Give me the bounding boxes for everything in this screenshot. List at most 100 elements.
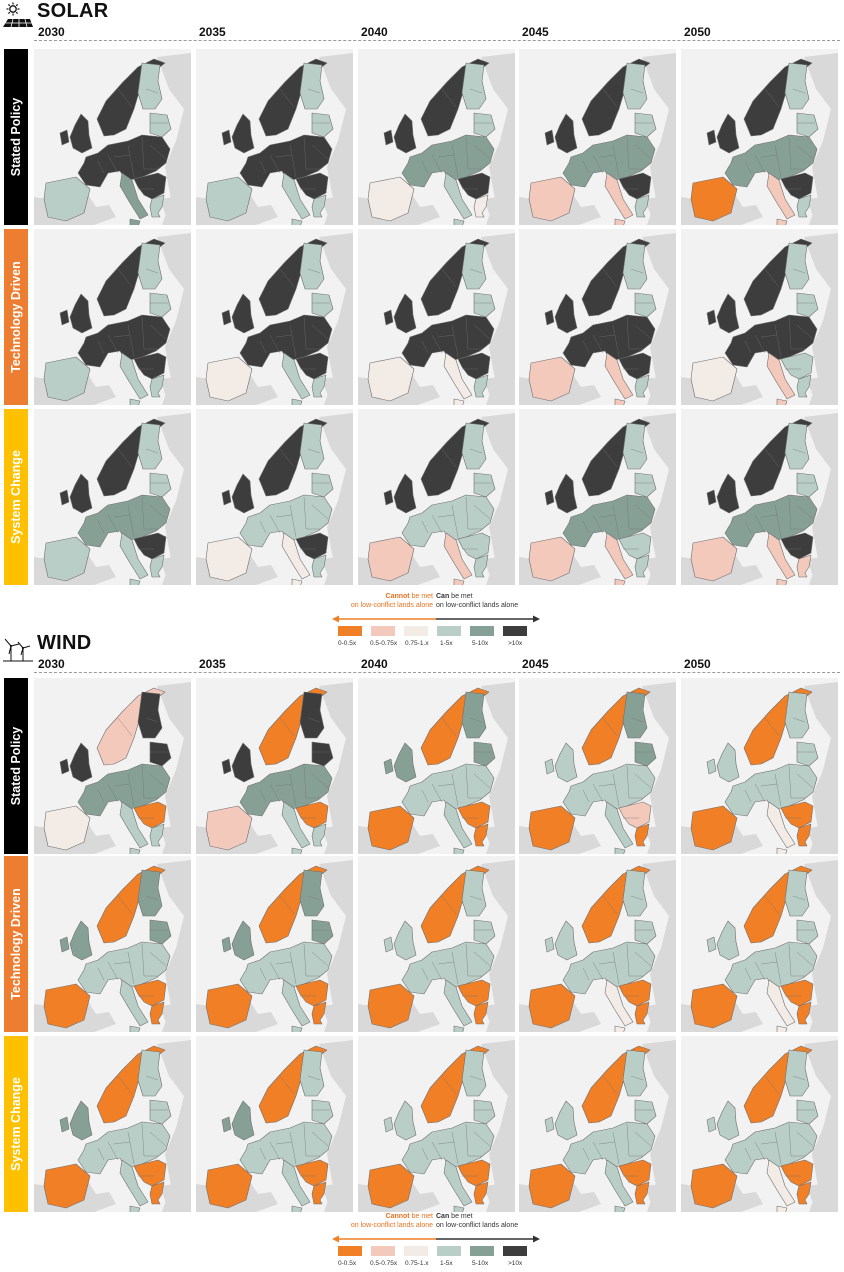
region-iberia: [367, 1163, 415, 1209]
country-border: [792, 88, 806, 94]
non-eu-landmass: [645, 555, 676, 579]
country-border: [145, 448, 159, 454]
non-eu-landmass: [160, 555, 191, 579]
country-border: [602, 717, 618, 737]
country-border: [451, 324, 459, 358]
scenario-label: System Change: [4, 409, 28, 585]
region-iberia: [690, 536, 738, 582]
non-eu-landmass: [642, 682, 676, 854]
non-eu-landmass: [484, 375, 515, 399]
country-border: [630, 717, 644, 723]
country-border: [592, 961, 604, 981]
non-eu-landmass: [484, 824, 515, 848]
region-greece: [311, 1181, 327, 1205]
country-border: [113, 783, 131, 787]
country-border: [630, 268, 644, 274]
country-border: [754, 961, 766, 981]
country-border: [592, 334, 604, 354]
non-eu-landmass: [322, 555, 353, 579]
region-greece: [634, 823, 650, 847]
year-label: 2040: [361, 25, 388, 39]
country-border: [465, 943, 469, 977]
country-border: [788, 943, 792, 977]
country-border: [289, 144, 297, 178]
country-border: [269, 154, 281, 174]
region-east: [784, 242, 819, 318]
region-brit: [706, 113, 740, 154]
region-balkans: [295, 532, 329, 560]
region-balkans: [780, 532, 814, 560]
year-label: 2035: [199, 657, 226, 671]
divider: [34, 40, 840, 41]
country-border: [602, 448, 618, 468]
country-border: [311, 324, 329, 340]
country-border: [774, 324, 782, 358]
year-label: 2030: [38, 657, 65, 671]
country-border: [602, 1075, 618, 1095]
region-iberia: [205, 356, 253, 402]
legend-label: 5-10x: [472, 640, 489, 647]
country-border: [113, 334, 131, 338]
country-border: [307, 1075, 321, 1081]
country-border: [598, 514, 616, 518]
legend-swatch: [338, 1246, 362, 1256]
region-east: [622, 242, 657, 318]
map-svg: [681, 229, 838, 405]
region-east: [299, 1049, 334, 1125]
region-brit: [544, 113, 578, 154]
section-title: SOLAR: [37, 0, 109, 22]
country-border: [117, 895, 133, 915]
region-greece: [796, 1001, 812, 1025]
country-border: [97, 340, 105, 354]
region-balkans: [295, 172, 329, 200]
non-eu-landmass: [322, 1002, 353, 1026]
region-iberia: [43, 983, 91, 1029]
country-border: [141, 765, 145, 799]
region-greece: [634, 194, 650, 218]
region-brit: [221, 473, 255, 514]
region-east: [137, 1049, 172, 1125]
region-italy: [443, 532, 473, 585]
legend-swatch: [338, 626, 362, 636]
region-brit: [59, 742, 93, 783]
region-greece: [149, 823, 165, 847]
region-core: [562, 763, 656, 817]
country-border: [269, 783, 281, 803]
region-balkans: [457, 801, 491, 829]
region-italy: [119, 801, 149, 854]
country-border: [612, 773, 620, 807]
region-greece: [473, 554, 489, 578]
country-border: [598, 154, 616, 158]
country-border: [127, 1131, 135, 1165]
country-border: [592, 154, 604, 174]
country-border: [469, 88, 483, 94]
region-balkans: [133, 532, 167, 560]
region-core: [239, 314, 333, 368]
region-east: [784, 1049, 819, 1125]
scenario-label-text: System Change: [9, 450, 23, 544]
legend-cannot-rest: be met: [409, 593, 433, 600]
region-italy: [604, 352, 634, 405]
europe-map: [196, 229, 353, 405]
legend-cannot-line2: on low-conflict lands alone: [350, 1222, 433, 1229]
region-italy: [443, 1159, 473, 1212]
legend-can-rest: be met: [449, 593, 473, 600]
region-east: [299, 422, 334, 498]
region-east: [137, 691, 172, 767]
region-east: [137, 422, 172, 498]
divider: [34, 672, 840, 673]
region-brit: [706, 293, 740, 334]
non-eu-landmass: [642, 860, 676, 1032]
country-border: [744, 340, 752, 354]
region-greece: [149, 554, 165, 578]
legend-label: >10x: [508, 640, 523, 647]
country-border: [774, 773, 782, 807]
region-iberia: [205, 805, 253, 851]
region-greece: [149, 374, 165, 398]
country-border: [473, 144, 491, 160]
country-border: [259, 1147, 267, 1161]
europe-map: [519, 229, 676, 405]
region-brit: [221, 113, 255, 154]
country-border: [431, 961, 443, 981]
region-east: [622, 1049, 657, 1125]
